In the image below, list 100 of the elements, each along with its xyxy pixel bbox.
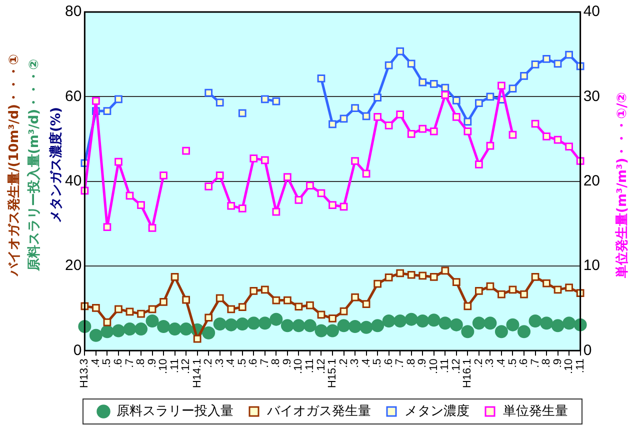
point xyxy=(134,322,148,336)
point xyxy=(384,61,393,70)
x-tick-label: .9 xyxy=(281,358,294,368)
x-tick-label: .11 xyxy=(168,358,181,374)
point xyxy=(160,171,168,180)
point xyxy=(542,55,550,63)
point xyxy=(123,322,136,336)
point xyxy=(486,92,494,101)
point xyxy=(92,96,100,105)
point xyxy=(371,319,384,332)
point xyxy=(494,325,508,338)
point xyxy=(351,104,359,112)
point xyxy=(126,308,134,316)
point xyxy=(317,310,326,319)
point xyxy=(464,118,472,126)
legend-label: 単位発生量 xyxy=(503,404,568,419)
point xyxy=(272,296,280,304)
point xyxy=(441,84,450,92)
y2-axis-title: 単位発生量(m³/m³)・・・①/② xyxy=(614,92,631,278)
point xyxy=(565,50,573,59)
point xyxy=(528,314,542,328)
point xyxy=(506,318,520,332)
x-tick-label: .8 xyxy=(540,358,553,368)
point xyxy=(193,334,202,343)
point xyxy=(92,304,100,312)
point xyxy=(438,316,452,330)
point xyxy=(464,302,472,310)
point xyxy=(384,273,393,282)
point xyxy=(314,324,328,338)
point xyxy=(238,303,246,311)
point xyxy=(407,60,416,68)
point xyxy=(326,324,339,338)
point xyxy=(551,319,564,332)
point xyxy=(294,196,303,204)
point xyxy=(441,91,450,99)
point xyxy=(450,318,463,332)
text: 原料スラリー投入量(m³/d)・・・② xyxy=(27,58,42,272)
x-tick-label: .7 xyxy=(394,358,406,368)
point xyxy=(238,204,246,212)
x-tick-label: .10 xyxy=(158,358,170,374)
point xyxy=(224,318,238,332)
x-tick-label: .11 xyxy=(574,358,586,374)
x-tick-label: .12 xyxy=(315,358,328,374)
point xyxy=(520,72,528,80)
point xyxy=(540,316,554,330)
point xyxy=(180,322,193,336)
point xyxy=(260,156,269,164)
point xyxy=(89,328,102,342)
point xyxy=(168,322,182,336)
x-tick-label: .6 xyxy=(518,358,530,368)
x-tick-label: .4 xyxy=(225,358,238,368)
point xyxy=(396,269,404,278)
point xyxy=(204,182,213,190)
point xyxy=(137,310,145,318)
point xyxy=(418,272,427,280)
point xyxy=(227,202,236,210)
point xyxy=(562,316,576,330)
point xyxy=(565,142,573,151)
point xyxy=(247,316,260,330)
point xyxy=(148,305,156,314)
point xyxy=(441,266,450,275)
x-tick-label: .9 xyxy=(146,358,158,368)
point xyxy=(396,47,404,56)
point xyxy=(531,60,540,68)
point xyxy=(486,282,494,290)
point xyxy=(374,113,382,121)
point xyxy=(531,273,540,281)
y2-tick-label: 10 xyxy=(583,257,600,274)
point xyxy=(260,286,269,294)
point xyxy=(498,82,506,90)
x-tick-label: .3 xyxy=(484,358,496,368)
point xyxy=(238,109,246,118)
point xyxy=(486,142,494,150)
x-tick-label: .11 xyxy=(439,358,452,374)
point xyxy=(407,270,416,279)
point xyxy=(160,298,168,306)
point xyxy=(475,287,483,295)
point xyxy=(418,78,427,86)
point xyxy=(517,325,530,338)
x-tick-label: H16.1 xyxy=(462,358,474,388)
x-tick-label: .10 xyxy=(428,358,440,374)
point xyxy=(554,136,562,144)
point xyxy=(351,293,359,302)
x-tick-label: .7 xyxy=(124,358,136,368)
point xyxy=(284,173,292,182)
point xyxy=(374,94,382,102)
point xyxy=(542,132,550,140)
y-tick-label: 0 xyxy=(73,342,82,359)
point xyxy=(146,314,159,328)
point xyxy=(337,319,350,332)
point xyxy=(427,314,440,327)
point xyxy=(114,95,122,104)
point xyxy=(452,278,460,286)
point xyxy=(340,114,348,123)
point xyxy=(204,88,213,97)
x-tick-label: .4 xyxy=(360,358,372,368)
point xyxy=(362,300,370,308)
point xyxy=(554,60,562,68)
point xyxy=(351,157,359,165)
x-tick-label: .10 xyxy=(292,358,305,374)
